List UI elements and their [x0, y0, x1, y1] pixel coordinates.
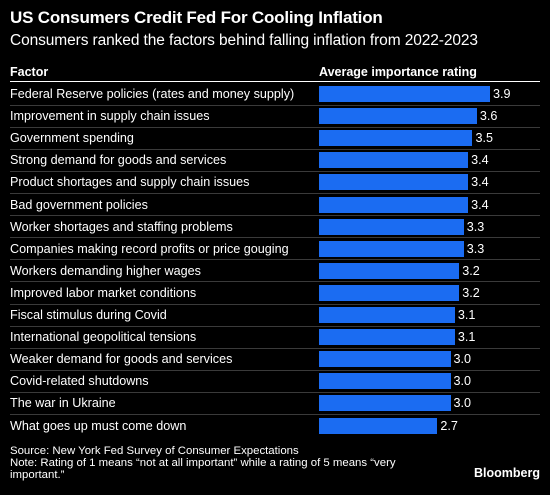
rating-bar [319, 329, 455, 346]
rating-value-label: 3.1 [457, 330, 476, 345]
row-divider [10, 215, 540, 217]
rating-value-label: 3.2 [462, 263, 480, 278]
rating-bar [319, 196, 469, 213]
factor-label: International geopolitical tensions [10, 330, 197, 345]
row-divider [10, 126, 540, 128]
row-divider [10, 104, 540, 106]
row-divider [10, 148, 540, 150]
row-divider [10, 325, 540, 327]
rating-value-label: 3.2 [462, 285, 480, 300]
rating-bar [319, 240, 464, 257]
source-note: Source: New York Fed Survey of Consumer … [10, 445, 430, 481]
header-divider [10, 81, 540, 82]
chart-subtitle: Consumers ranked the factors behind fall… [10, 32, 478, 49]
factor-label: Improved labor market conditions [10, 285, 197, 300]
rating-value-label: 3.6 [479, 109, 498, 124]
bloomberg-logo: Bloomberg [474, 466, 540, 480]
rating-bar [319, 284, 460, 301]
rating-bar [319, 262, 460, 279]
row-divider [10, 369, 540, 371]
rating-value-label: 3.5 [475, 131, 493, 146]
rating-value-label: 3.0 [453, 396, 472, 411]
row-divider [10, 347, 540, 349]
rating-value-label: 2.7 [440, 418, 458, 433]
factor-label: Workers demanding higher wages [10, 263, 201, 278]
rating-column-header: Average importance rating [319, 65, 477, 79]
row-divider [10, 237, 540, 239]
row-divider [10, 414, 540, 415]
source-text: Source: New York Fed Survey of Consumer … [10, 445, 299, 457]
rating-bar [319, 174, 469, 191]
factor-label: Bad government policies [10, 197, 148, 212]
rating-bar [319, 373, 451, 390]
rating-value-label: 3.4 [471, 197, 489, 212]
factor-label: Improvement in supply chain issues [10, 109, 210, 124]
rating-value-label: 3.3 [466, 219, 485, 234]
rating-value-label: 3.0 [453, 374, 472, 389]
note-text: Note: Rating of 1 means “not at all impo… [10, 457, 396, 481]
factor-label: Covid-related shutdowns [10, 374, 149, 389]
factor-label: Companies making record profits or price… [10, 241, 289, 256]
rating-value-label: 3.4 [471, 175, 489, 190]
factor-label: Weaker demand for goods and services [10, 352, 233, 367]
row-divider [10, 303, 540, 305]
factor-label: Fiscal stimulus during Covid [10, 308, 167, 322]
rating-bar [319, 108, 477, 125]
rating-bar [319, 86, 490, 102]
rating-bar [319, 218, 464, 235]
row-divider [10, 281, 540, 283]
row-divider [10, 193, 540, 194]
factor-label: Worker shortages and staffing problems [10, 219, 233, 234]
rating-bar [319, 351, 451, 368]
rating-bar [319, 395, 451, 412]
rating-bar [319, 417, 438, 434]
rating-bar [319, 152, 469, 169]
factor-label: Product shortages and supply chain issue… [10, 175, 250, 190]
rating-value-label: 3.0 [453, 352, 472, 367]
rating-value-label: 3.4 [471, 153, 489, 168]
row-divider [10, 259, 540, 261]
rating-value-label: 3.3 [466, 241, 485, 256]
rating-bar [319, 307, 455, 323]
factor-label: The war in Ukraine [10, 396, 116, 411]
row-divider [10, 170, 540, 172]
factor-column-header: Factor [10, 65, 49, 79]
row-divider [10, 391, 540, 393]
rating-value-label: 3.9 [493, 87, 511, 101]
rating-bar [319, 130, 473, 147]
chart-title: US Consumers Credit Fed For Cooling Infl… [10, 8, 383, 27]
bar-chart: Federal Reserve policies (rates and mone… [0, 83, 550, 443]
factor-label: Federal Reserve policies (rates and mone… [10, 87, 295, 101]
factor-label: Strong demand for goods and services [10, 153, 227, 168]
factor-label: What goes up must come down [10, 418, 187, 433]
rating-value-label: 3.1 [457, 308, 476, 322]
factor-label: Government spending [10, 131, 134, 146]
